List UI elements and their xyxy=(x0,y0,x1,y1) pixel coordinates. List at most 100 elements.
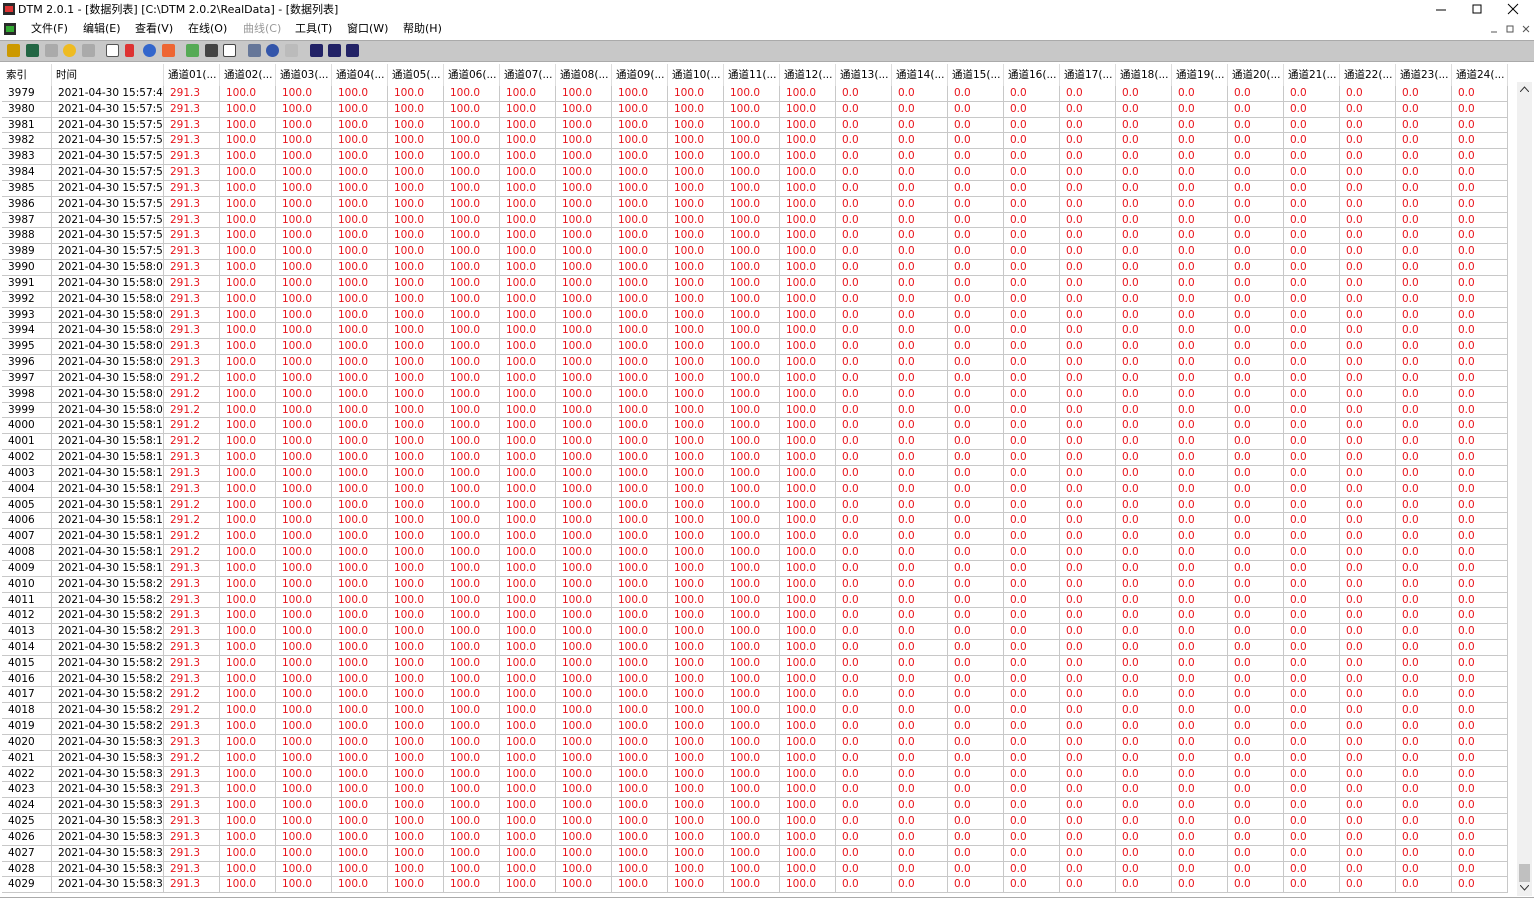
column-header[interactable]: 通道02(... xyxy=(220,64,276,86)
column-header[interactable]: 通道07(... xyxy=(500,64,556,86)
channel-value: 100.0 xyxy=(276,687,332,704)
menu-item[interactable]: 编辑(E) xyxy=(83,22,121,35)
column-header[interactable]: 通道24(... xyxy=(1452,64,1508,86)
column-header[interactable]: 通道03(... xyxy=(276,64,332,86)
scroll-thumb[interactable] xyxy=(1519,864,1530,882)
channel-value: 0.0 xyxy=(1060,275,1116,292)
column-header[interactable]: 通道06(... xyxy=(444,64,500,86)
column-header[interactable]: 通道21(... xyxy=(1284,64,1340,86)
column-header[interactable]: 通道17(... xyxy=(1060,64,1116,86)
cascade-button[interactable] xyxy=(310,44,323,57)
info-button[interactable] xyxy=(143,44,156,57)
channel-value: 0.0 xyxy=(1172,639,1228,656)
open-button[interactable] xyxy=(7,44,20,57)
row-index: 4001 xyxy=(2,434,52,451)
timestamp: 2021-04-30 15:58:26 xyxy=(52,671,164,688)
channel-value: 0.0 xyxy=(1060,291,1116,308)
channel-value: 0.0 xyxy=(1228,275,1284,292)
column-header[interactable]: 通道09(... xyxy=(612,64,668,86)
column-header[interactable]: 通道01(... xyxy=(164,64,220,86)
column-header[interactable]: 通道13(... xyxy=(836,64,892,86)
preview-button[interactable] xyxy=(223,44,236,57)
channel-value: 0.0 xyxy=(1228,814,1284,830)
column-header[interactable]: 通道12(... xyxy=(780,64,836,86)
channel-value: 0.0 xyxy=(1284,101,1340,118)
menu-item[interactable]: 查看(V) xyxy=(135,22,174,35)
sum-button[interactable] xyxy=(125,44,134,57)
channel-value: 100.0 xyxy=(612,576,668,593)
channel-value: 100.0 xyxy=(500,339,556,356)
channel-value: 100.0 xyxy=(220,291,276,308)
column-header[interactable]: 索引 xyxy=(2,64,52,86)
scroll-up[interactable] xyxy=(1520,86,1529,92)
save-button[interactable] xyxy=(26,44,39,57)
column-header[interactable]: 通道11(... xyxy=(724,64,780,86)
channel-value: 100.0 xyxy=(500,149,556,166)
channel-value: 0.0 xyxy=(1060,355,1116,371)
menu-item[interactable]: 帮助(H) xyxy=(403,22,442,35)
column-header[interactable]: 通道08(... xyxy=(556,64,612,86)
channel-value: 100.0 xyxy=(724,149,780,166)
column-header[interactable]: 通道19(... xyxy=(1172,64,1228,86)
scroll-down[interactable] xyxy=(1520,885,1529,891)
channel-value: 100.0 xyxy=(388,513,444,530)
channel-value: 0.0 xyxy=(836,307,892,324)
channel-value: 0.0 xyxy=(1116,323,1172,340)
channel-value: 100.0 xyxy=(724,386,780,403)
channel-value: 0.0 xyxy=(1116,260,1172,276)
channel-value: 0.0 xyxy=(1396,465,1452,482)
channel-value: 0.0 xyxy=(1228,877,1284,894)
print-button[interactable] xyxy=(205,44,218,57)
menu-item[interactable]: 工具(T) xyxy=(295,22,333,35)
column-header[interactable]: 通道10(... xyxy=(668,64,724,86)
copy-button[interactable] xyxy=(248,44,261,57)
channel-value: 0.0 xyxy=(1004,829,1060,846)
channel-value: 100.0 xyxy=(724,608,780,625)
channel-value: 100.0 xyxy=(388,845,444,862)
channel-value: 0.0 xyxy=(1452,481,1508,498)
channel-value: 100.0 xyxy=(612,592,668,609)
channel-value: 0.0 xyxy=(1228,450,1284,466)
tile-h-button[interactable] xyxy=(328,44,341,57)
channel-value: 0.0 xyxy=(1228,608,1284,625)
column-header[interactable]: 通道23(... xyxy=(1396,64,1452,86)
column-header[interactable]: 通道15(... xyxy=(948,64,1004,86)
channel-value: 100.0 xyxy=(668,133,724,150)
column-header[interactable]: 通道18(... xyxy=(1116,64,1172,86)
channel-value: 0.0 xyxy=(948,529,1004,546)
export-button[interactable] xyxy=(186,44,199,57)
channel-value: 0.0 xyxy=(1004,323,1060,340)
mdi-controls[interactable] xyxy=(1488,23,1532,35)
table-button[interactable] xyxy=(106,44,119,57)
column-header[interactable]: 通道05(... xyxy=(388,64,444,86)
channel-value: 291.3 xyxy=(164,481,220,498)
column-header[interactable]: 通道20(... xyxy=(1228,64,1284,86)
channel-value: 0.0 xyxy=(1172,418,1228,435)
channel-value: 0.0 xyxy=(1340,592,1396,609)
column-header[interactable]: 时间 xyxy=(52,64,164,86)
channel-value: 100.0 xyxy=(724,196,780,213)
find-button[interactable] xyxy=(266,44,279,57)
chart-button[interactable] xyxy=(162,44,175,57)
column-header[interactable]: 通道16(... xyxy=(1004,64,1060,86)
tile-v-button[interactable] xyxy=(346,44,359,57)
channel-value: 100.0 xyxy=(668,355,724,371)
column-header[interactable]: 通道14(... xyxy=(892,64,948,86)
channel-value: 0.0 xyxy=(1116,133,1172,150)
channel-value: 291.3 xyxy=(164,149,220,166)
vertical-scrollbar[interactable] xyxy=(1517,82,1532,896)
menu-item[interactable]: 文件(F) xyxy=(31,22,68,35)
column-header[interactable]: 通道22(... xyxy=(1340,64,1396,86)
channel-value: 100.0 xyxy=(220,782,276,799)
start-button[interactable] xyxy=(63,44,76,57)
menu-item[interactable]: 窗口(W) xyxy=(347,22,389,35)
channel-value: 0.0 xyxy=(1172,275,1228,292)
column-header[interactable]: 通道04(... xyxy=(332,64,388,86)
channel-value: 0.0 xyxy=(1004,734,1060,751)
channel-value: 100.0 xyxy=(276,624,332,640)
channel-value: 291.3 xyxy=(164,339,220,356)
window-controls[interactable] xyxy=(1430,2,1530,17)
menu-item[interactable]: 在线(O) xyxy=(188,22,228,35)
channel-value: 0.0 xyxy=(1452,671,1508,688)
timestamp: 2021-04-30 15:58:32 xyxy=(52,766,164,783)
